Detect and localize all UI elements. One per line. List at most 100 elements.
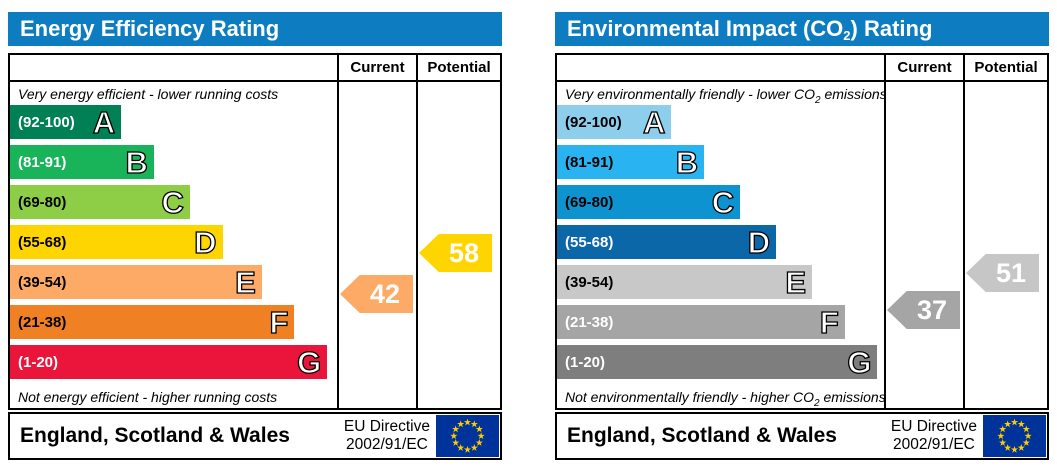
eu-directive-line2: 2002/91/EC	[345, 436, 428, 453]
bottom-note-text: Not environmentally friendly - higher CO	[565, 389, 814, 405]
band-f: (21-38) F	[557, 305, 845, 339]
environmental-impact-panel: Environmental Impact (CO 2) Rating Curren…	[555, 12, 1049, 467]
co2-band-chart: Very environmentally friendly - lower CO…	[557, 82, 884, 408]
environmental-rating-table: Current Potential Very environmentally f…	[555, 53, 1049, 410]
panel-footer: England, Scotland & Wales EU Directive 2…	[555, 412, 1049, 460]
band-letter: B	[675, 144, 699, 180]
bottom-note-sub: 2	[814, 397, 820, 408]
top-note-sub: 2	[815, 94, 821, 106]
header-spacer-cell	[557, 55, 884, 80]
title-suffix: ) Rating	[850, 16, 933, 41]
current-rating-value: 37	[916, 294, 948, 325]
table-header-row: Current Potential	[557, 55, 1047, 82]
band-range: (69-80)	[18, 193, 67, 211]
potential-rating-arrow: 51	[966, 254, 1039, 292]
band-b: (81-91) B	[557, 144, 705, 180]
band-a: (92-100) A	[10, 104, 122, 140]
environmental-panel-title: Environmental Impact (CO 2) Rating	[555, 12, 1049, 46]
band-range: (69-80)	[565, 193, 614, 211]
band-letter: G	[296, 344, 322, 380]
current-rating-arrow: 37	[887, 291, 960, 329]
region-label: England, Scotland & Wales	[20, 424, 290, 447]
band-letter: D	[747, 224, 771, 260]
band-letter: G	[847, 344, 872, 380]
table-body: Very energy efficient - lower running co…	[10, 82, 500, 408]
region-label: England, Scotland & Wales	[567, 424, 837, 447]
band-row: (69-80) C	[10, 185, 337, 219]
band-letter: C	[711, 184, 735, 220]
band-letter: E	[234, 264, 256, 300]
bottom-note: Not environmentally friendly - higher CO…	[557, 385, 884, 408]
band-letter: A	[642, 104, 666, 140]
band-row: (21-38) F	[10, 305, 337, 339]
top-note-text: Very energy efficient - lower running co…	[18, 86, 279, 102]
band-row: (69-80) C	[557, 185, 884, 219]
eu-directive-label: EU Directive 2002/91/EC	[891, 418, 977, 454]
bottom-note-text: Not energy efficient - higher running co…	[18, 389, 278, 405]
current-value-column: 37	[884, 82, 963, 408]
current-column-header: Current	[337, 55, 416, 80]
band-row: (55-68) D	[10, 225, 337, 259]
title-text: Environmental Impact (CO	[567, 16, 844, 41]
eu-directive-line2: 2002/91/EC	[892, 436, 975, 453]
potential-rating-arrow: 58	[419, 234, 492, 272]
potential-column-header: Potential	[416, 55, 500, 80]
top-note: Very environmentally friendly - lower CO…	[557, 82, 884, 106]
band-range: (92-100)	[565, 113, 622, 131]
band-d: (55-68) D	[557, 224, 777, 260]
band-range: (92-100)	[18, 113, 75, 131]
band-range: (55-68)	[565, 233, 614, 251]
band-g: (1-20) G	[10, 344, 328, 380]
title-text: Energy Efficiency Rating	[20, 16, 280, 41]
band-range: (81-91)	[565, 153, 614, 171]
potential-rating-value: 51	[995, 257, 1027, 288]
eu-flag-icon	[983, 415, 1046, 457]
eu-directive-line1: EU Directive	[890, 418, 977, 436]
band-letter: B	[125, 144, 149, 180]
potential-column-header: Potential	[963, 55, 1047, 80]
band-a: (92-100) A	[557, 104, 672, 140]
eu-directive-label: EU Directive 2002/91/EC	[344, 418, 430, 454]
potential-rating-value: 58	[448, 237, 480, 268]
band-d: (55-68) D	[10, 225, 223, 259]
band-row: (81-91) B	[557, 145, 884, 179]
band-letter: F	[269, 304, 289, 340]
band-range: (1-20)	[18, 353, 59, 371]
band-letter: F	[819, 304, 839, 340]
band-e: (39-54) E	[557, 264, 813, 300]
top-note-suffix: emissions	[820, 86, 884, 102]
header-spacer-cell	[10, 55, 337, 80]
band-range: (39-54)	[565, 273, 614, 291]
current-column-header: Current	[884, 55, 963, 80]
band-range: (39-54)	[18, 273, 67, 291]
band-c: (69-80) C	[10, 185, 190, 219]
current-value-column: 42	[337, 82, 416, 408]
energy-band-chart: Very energy efficient - lower running co…	[10, 82, 337, 408]
band-range: (81-91)	[18, 153, 67, 171]
current-rating-arrow: 42	[340, 275, 413, 313]
band-letter: A	[92, 104, 116, 140]
band-letter: E	[785, 264, 807, 300]
band-row: (1-20) G	[557, 345, 884, 379]
band-letter: D	[193, 224, 217, 260]
band-row: (1-20) G	[10, 345, 337, 379]
table-body: Very environmentally friendly - lower CO…	[557, 82, 1047, 408]
band-range: (21-38)	[565, 313, 614, 331]
band-range: (55-68)	[18, 233, 67, 251]
band-row: (81-91) B	[10, 145, 337, 179]
band-range: (21-38)	[18, 313, 67, 331]
band-b: (81-91) B	[10, 145, 154, 179]
potential-value-column: 58	[416, 82, 500, 408]
top-note-text: Very environmentally friendly - lower CO	[565, 86, 816, 102]
band-c: (69-80) C	[557, 184, 741, 220]
eu-flag-icon	[436, 415, 499, 457]
energy-efficiency-panel: Energy Efficiency Rating Current Potenti…	[8, 12, 502, 467]
band-row: (39-54) E	[557, 265, 884, 299]
band-row: (92-100) A	[557, 105, 884, 139]
energy-panel-title: Energy Efficiency Rating	[8, 12, 502, 46]
band-row: (39-54) E	[10, 265, 337, 299]
bottom-note: Not energy efficient - higher running co…	[10, 385, 337, 408]
eu-directive-line1: EU Directive	[343, 418, 430, 436]
potential-value-column: 51	[963, 82, 1047, 408]
